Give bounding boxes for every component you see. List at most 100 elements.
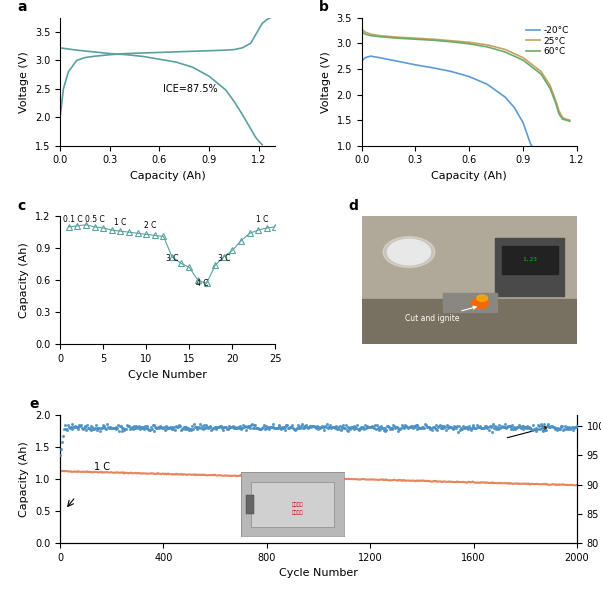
Point [502,422,512,432]
Point [402,422,412,432]
Bar [502,245,558,274]
Point [495,423,505,432]
Point [132,422,141,431]
Point [106,423,116,432]
Point [456,424,465,433]
Point [76,421,86,430]
Point [534,421,544,431]
Point [95,427,105,436]
Text: 1 C: 1 C [94,463,110,473]
Point [446,422,456,432]
Point [284,424,294,433]
Point [562,423,572,432]
Y-axis label: Voltage (V): Voltage (V) [19,51,29,113]
Point [347,422,356,432]
Point [165,422,175,432]
Point [114,421,123,430]
Point [377,424,387,433]
Point [493,424,502,434]
Point [368,422,377,432]
Point [63,425,72,435]
Point [359,425,369,434]
Point [285,422,294,432]
Point [243,422,253,432]
Point [460,422,469,432]
Text: 2 C: 2 C [144,221,157,230]
Point [153,422,163,432]
Point [450,421,459,431]
Point [61,424,70,434]
Point [540,425,550,434]
Point [462,422,471,431]
Point [92,423,102,432]
Point [275,424,285,433]
Point [261,421,270,431]
Point [320,425,329,434]
Point [159,422,169,432]
Point [309,421,319,430]
Point [180,422,189,431]
Point [426,423,436,432]
Point [134,421,144,431]
Y-axis label: Capacity (Ah): Capacity (Ah) [19,441,29,517]
Point [276,424,286,434]
Point [223,424,233,434]
Point [551,424,560,433]
Point [438,423,447,432]
Point [379,425,389,435]
Point [94,423,104,432]
Point [457,425,467,434]
Point [145,425,155,434]
Point [443,421,453,430]
Point [224,421,233,431]
Point [342,425,352,434]
Text: 1 C: 1 C [257,215,269,224]
Point [124,422,134,431]
Point [468,421,477,430]
Point [437,421,447,431]
Point [353,424,363,434]
Point [194,424,203,433]
Point [388,421,398,430]
Point [206,422,215,431]
Point [429,422,439,431]
Point [546,422,555,431]
Point [361,423,370,432]
Bar [495,238,564,296]
Point [136,422,145,431]
Point [164,423,174,432]
Point [221,422,231,432]
Point [66,422,76,432]
Point [150,420,159,430]
Point [433,425,442,434]
Point [413,420,423,430]
Point [566,424,576,433]
Circle shape [471,298,489,309]
Point [365,422,375,432]
Point [211,422,221,432]
Point [318,422,328,432]
Point [191,422,201,432]
Point [195,419,205,428]
Point [245,421,254,431]
Point [175,421,185,431]
Point [303,424,313,433]
Point [219,425,228,435]
Point [144,425,154,434]
Point [400,422,409,431]
Point [406,422,416,431]
Point [428,422,438,432]
Point [560,421,570,431]
Point [300,422,310,431]
Point [530,424,540,434]
Point [568,425,578,435]
Point [400,421,410,430]
Point [154,423,163,432]
Point [495,420,504,430]
Point [65,423,75,432]
Point [169,422,179,432]
Point [389,421,399,431]
Point [141,423,150,432]
Point [225,422,235,431]
Point [249,421,259,430]
